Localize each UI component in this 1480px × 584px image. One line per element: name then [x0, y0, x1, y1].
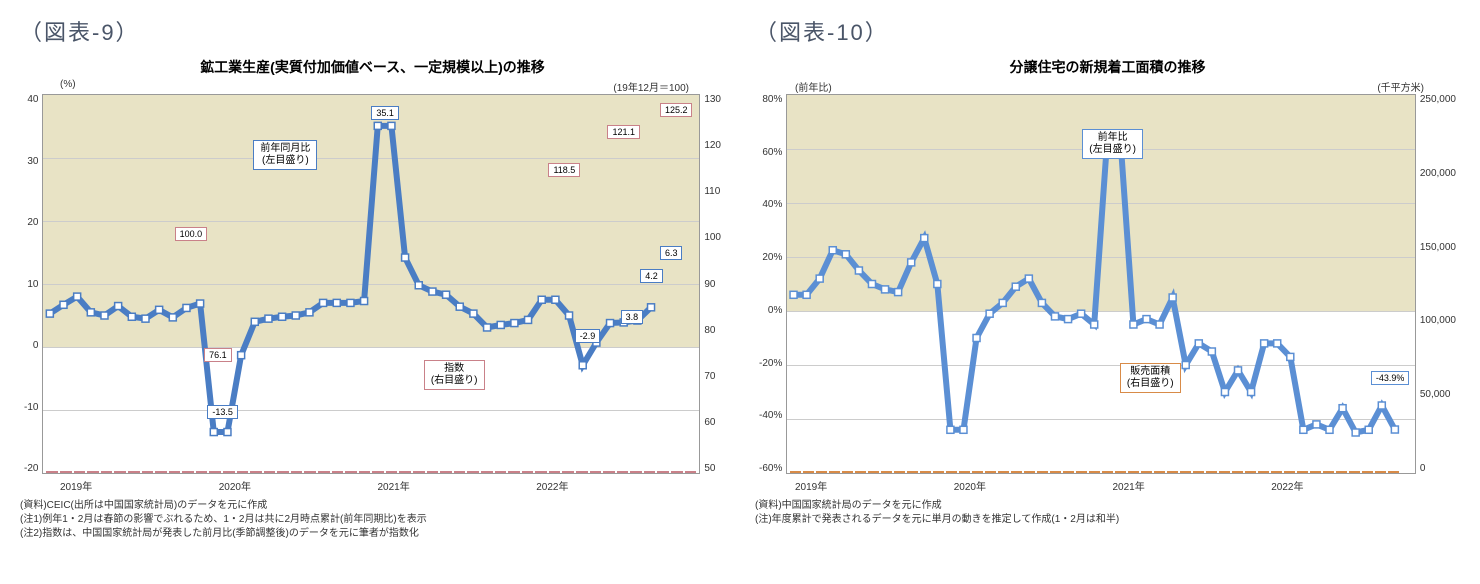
y1-tick: 0% [759, 305, 782, 316]
y2-tick: 90 [704, 279, 721, 290]
x-label: 2022年 [536, 478, 695, 493]
data-label: 35.1 [371, 106, 399, 120]
y1-tick: 20 [24, 217, 38, 228]
fig9-y2-axis: 130 120 110 100 90 80 70 60 50 [700, 94, 725, 474]
fig10-chart: 分譲住宅の新規着工面積の推移 (前年比) (千平方米) 80% 60% 40% 20%… [755, 57, 1460, 569]
data-label: 100.0 [175, 227, 208, 241]
y1-tick: 10 [24, 279, 38, 290]
note-line: (注2)指数は、中国国家統計局が発表した前月比(季節調整後)のデータを元に筆者が… [20, 527, 725, 541]
fig9-plot: 前年同月比(左目盛り) 指数(右目盛り) 100.0 76.1 -13.5 35.1 118… [42, 94, 700, 474]
y1-tick: -60% [759, 463, 782, 474]
y1-tick: 30 [24, 156, 38, 167]
fig9-y1-axis: 40 30 20 10 0 -10 -20 [20, 94, 42, 474]
note-line: (資料)中国国家統計局のデータを元に作成 [755, 499, 1460, 513]
x-label: 2020年 [219, 478, 378, 493]
x-label: 2022年 [1271, 478, 1430, 493]
fig10-notes: (資料)中国国家統計局のデータを元に作成(注)年度累計で発表されるデータを元に単… [755, 499, 1460, 527]
callout: 前年同月比(左目盛り) [253, 140, 317, 170]
y2-tick: 80 [704, 325, 721, 336]
fig10-number: （図表-10） [755, 15, 1460, 47]
fig9-title: 鉱工業生産(実質付加価値ベース、一定規模以上)の推移 [20, 57, 725, 77]
y2-tick: 120 [704, 140, 721, 151]
x-label: 2019年 [795, 478, 954, 493]
fig10-plot: 前年比(左目盛り) 販売面積(右目盛り) -43.9% [786, 94, 1415, 474]
data-label: 76.1 [204, 348, 232, 362]
y1-tick: 20% [759, 252, 782, 263]
y2-tick: 50 [704, 463, 721, 474]
data-label: 6.3 [660, 246, 683, 260]
y1-tick: 40 [24, 94, 38, 105]
y1-tick: 80% [759, 94, 782, 105]
fig9-y2-label: (19年12月＝100) [613, 79, 689, 94]
x-label: 2019年 [60, 478, 219, 493]
y2-tick: 110 [704, 186, 721, 197]
x-label: 2021年 [1113, 478, 1272, 493]
y1-tick: -20% [759, 358, 782, 369]
note-line: (資料)CEIC(出所は中国国家統計局)のデータを元に作成 [20, 499, 725, 513]
figure-9-panel: （図表-9） 鉱工業生産(実質付加価値ベース、一定規模以上)の推移 (%) (1… [20, 15, 725, 569]
data-label: 121.1 [607, 125, 640, 139]
fig10-title: 分譲住宅の新規着工面積の推移 [755, 57, 1460, 77]
y1-tick: -40% [759, 410, 782, 421]
fig9-x-axis: 2019年2020年2021年2022年 [20, 478, 725, 493]
y1-tick: -10 [24, 402, 38, 413]
y2-tick: 250,000 [1420, 94, 1456, 105]
y2-tick: 100 [704, 232, 721, 243]
fig9-y1-label: (%) [60, 79, 76, 94]
fig9-chart: 鉱工業生産(実質付加価値ベース、一定規模以上)の推移 (%) (19年12月＝1… [20, 57, 725, 569]
fig10-x-axis: 2019年2020年2021年2022年 [755, 478, 1460, 493]
data-label: 3.8 [621, 310, 644, 324]
fig9-number: （図表-9） [20, 15, 725, 47]
note-line: (注1)例年1・2月は春節の影響でぶれるため、1・2月は共に2月時点累計(前年同… [20, 513, 725, 527]
y2-tick: 50,000 [1420, 389, 1456, 400]
y2-tick: 60 [704, 417, 721, 428]
x-label: 2021年 [378, 478, 537, 493]
fig10-y1-label: (前年比) [795, 79, 832, 94]
callout: 販売面積(右目盛り) [1120, 363, 1181, 393]
y2-tick: 70 [704, 371, 721, 382]
y1-tick: -20 [24, 463, 38, 474]
data-label: -43.9% [1371, 371, 1410, 385]
figure-10-panel: （図表-10） 分譲住宅の新規着工面積の推移 (前年比) (千平方米) 80% 6… [755, 15, 1460, 569]
fig9-notes: (資料)CEIC(出所は中国国家統計局)のデータを元に作成(注1)例年1・2月は… [20, 499, 725, 541]
callout: 指数(右目盛り) [424, 360, 485, 390]
y2-tick: 0 [1420, 463, 1456, 474]
y2-tick: 130 [704, 94, 721, 105]
fig10-y2-label: (千平方米) [1377, 79, 1424, 94]
data-label: 125.2 [660, 103, 693, 117]
fig10-y2-axis: 250,000 200,000 150,000 100,000 50,000 0 [1416, 94, 1460, 474]
y1-tick: 60% [759, 147, 782, 158]
fig10-y1-axis: 80% 60% 40% 20% 0% -20% -40% -60% [755, 94, 786, 474]
callout: 前年比(左目盛り) [1082, 129, 1143, 159]
data-label: 118.5 [548, 163, 580, 177]
y2-tick: 100,000 [1420, 315, 1456, 326]
note-line: (注)年度累計で発表されるデータを元に単月の動きを推定して作成(1・2月は和半) [755, 513, 1460, 527]
y1-tick: 40% [759, 199, 782, 210]
y2-tick: 150,000 [1420, 242, 1456, 253]
data-label: -13.5 [207, 405, 238, 419]
data-label: 4.2 [640, 269, 663, 283]
y2-tick: 200,000 [1420, 168, 1456, 179]
x-label: 2020年 [954, 478, 1113, 493]
data-label: -2.9 [575, 329, 601, 343]
y1-tick: 0 [24, 340, 38, 351]
